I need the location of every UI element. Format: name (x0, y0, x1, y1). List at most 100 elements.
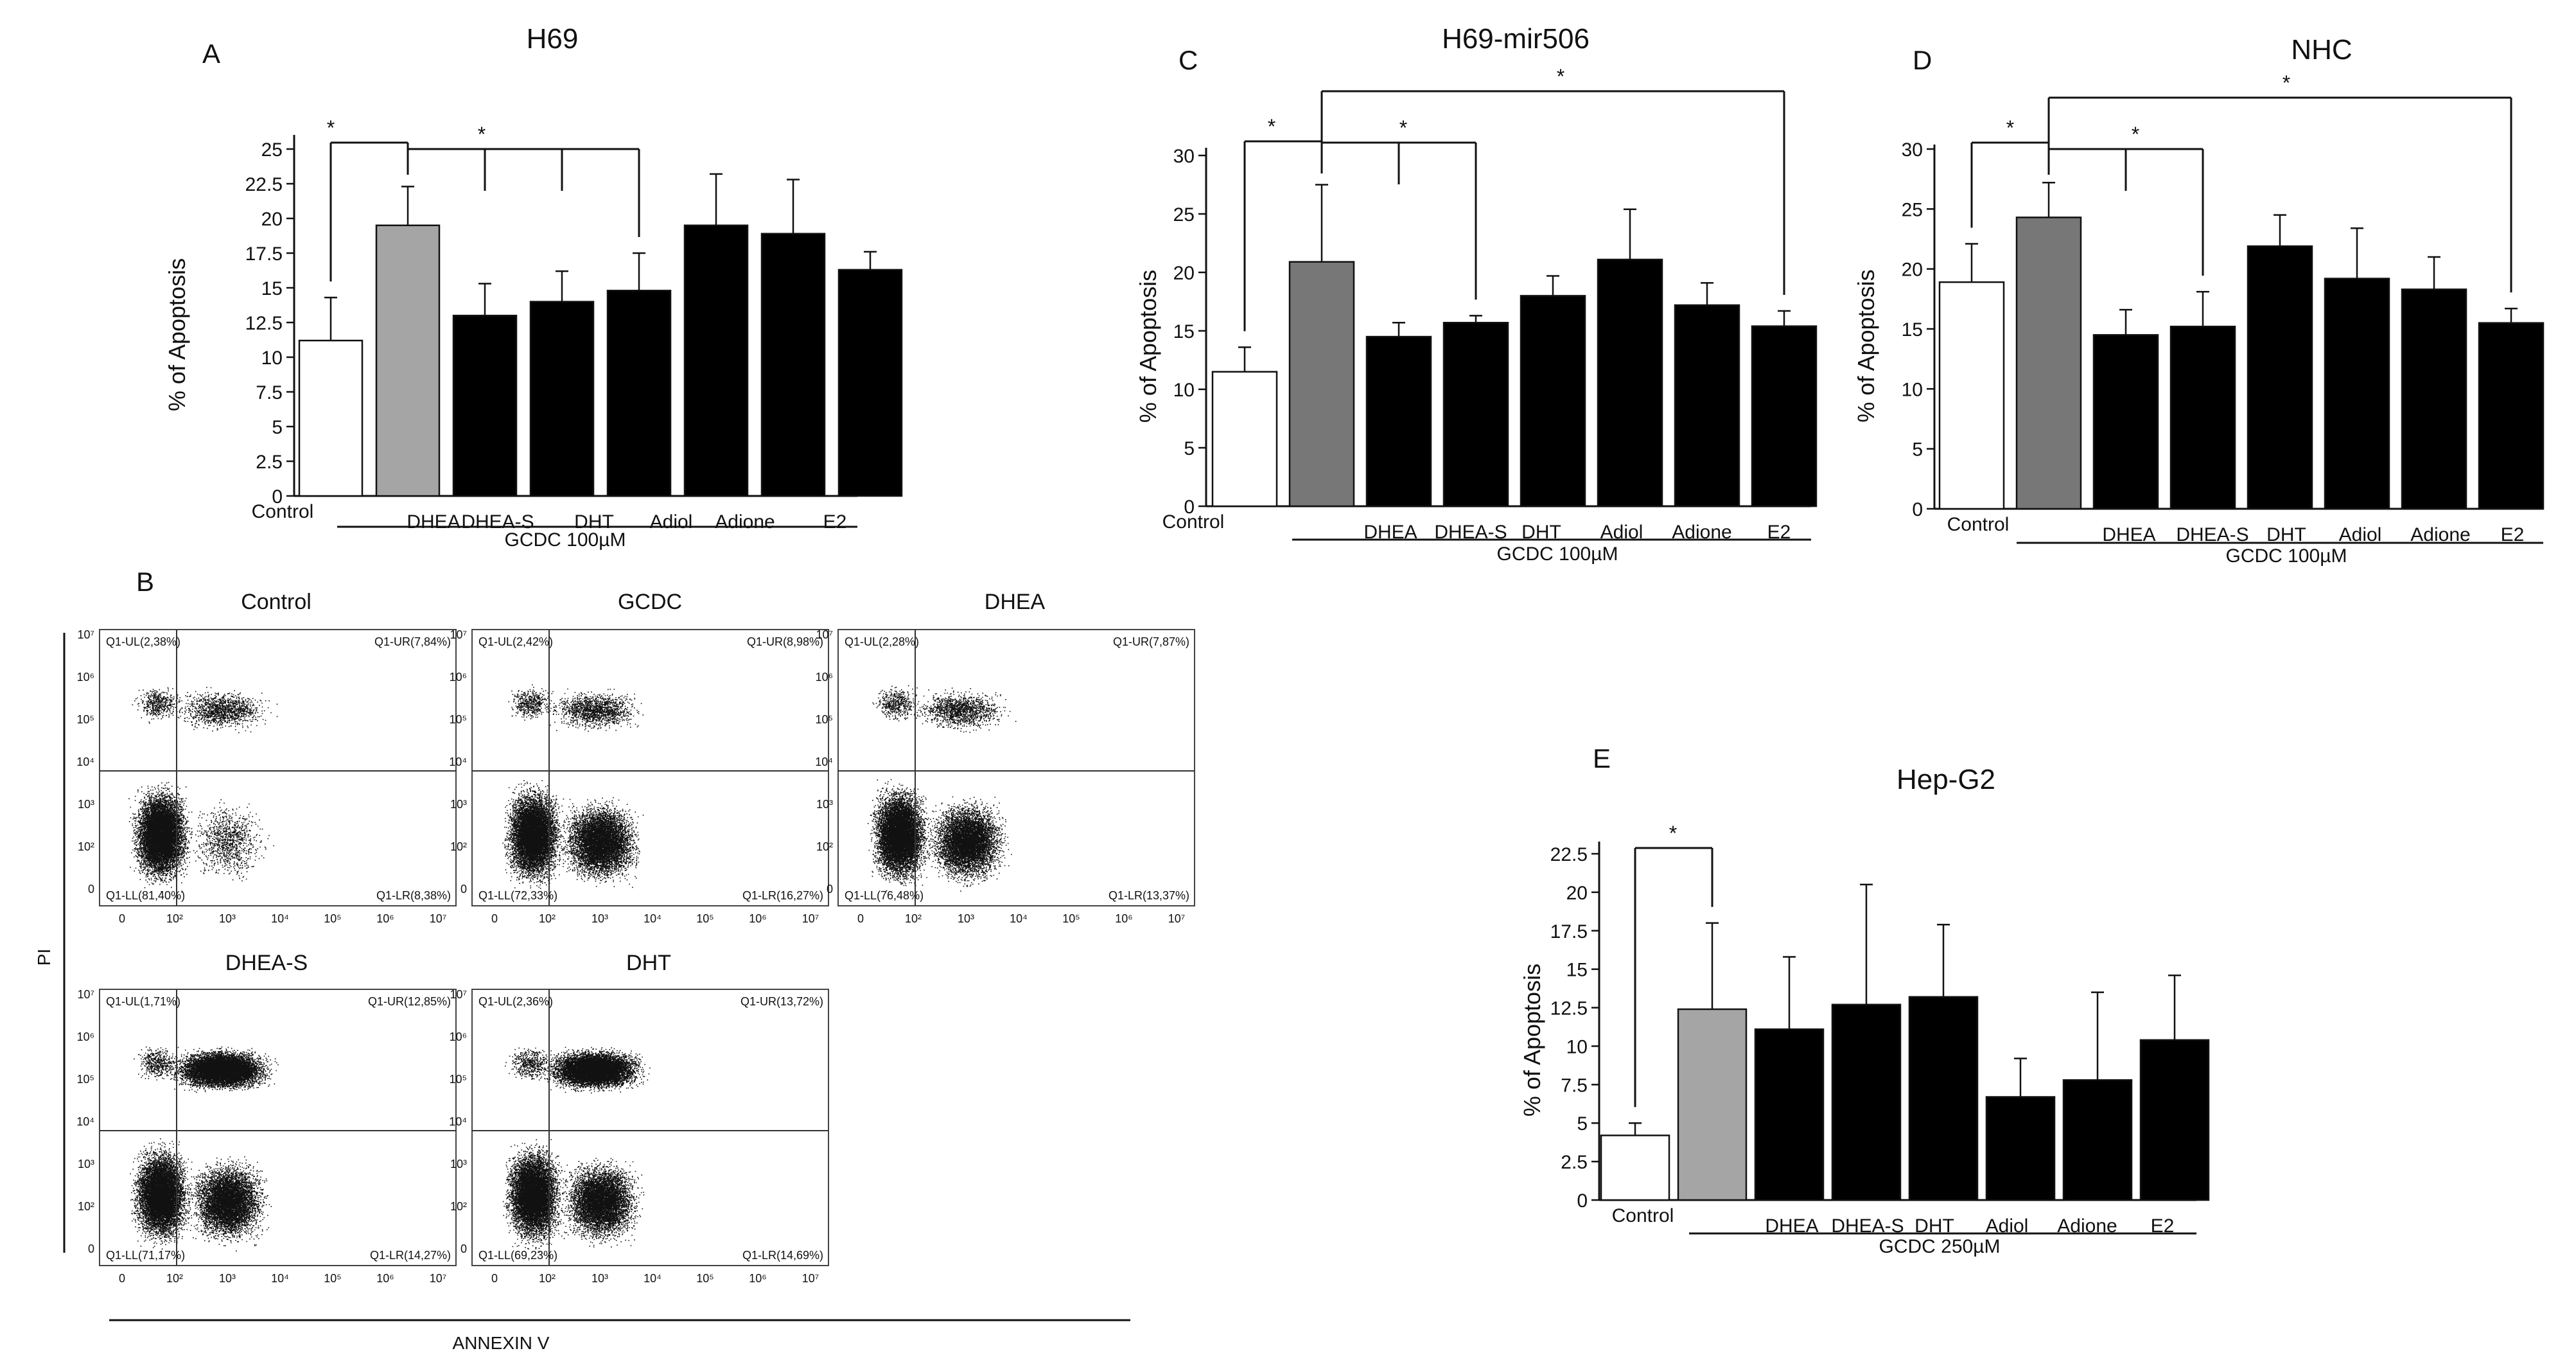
bar-e2 (2139, 1039, 2210, 1201)
treatment-label: GCDC 100µM (505, 529, 626, 551)
y-tick-label: 30 (1902, 139, 1923, 161)
x-log-tick-label: 10⁵ (324, 1272, 341, 1285)
x-log-tick-label: 10⁶ (749, 912, 766, 925)
dot-plot-title: DHEA-S (225, 951, 308, 975)
significance-star: * (2132, 123, 2139, 146)
x-log-tick-label: 10³ (958, 912, 974, 925)
x-log-tick-label: 0 (491, 1272, 498, 1285)
x-log-tick-label: 0 (119, 912, 125, 925)
panel-letter: D (1913, 45, 1932, 75)
bar-control (1211, 371, 1278, 508)
y-log-tick-label: 10² (450, 1200, 467, 1213)
bar-control (1600, 1135, 1670, 1201)
panel-letter: E (1593, 743, 1611, 773)
x-log-tick-label: 10⁴ (271, 1272, 289, 1285)
quadrant-ur-label: Q1-UR(7,84%) (374, 635, 451, 648)
bar-gcdc (375, 224, 441, 497)
quadrant-lr-label: Q1-LR(8,38%) (376, 889, 451, 902)
x-log-tick-label: 0 (119, 1272, 125, 1285)
dot-plot-dhea: DHEA Q1-UL(2,28%) Q1-UR(7,87%) Q1-LL(76,48%… (815, 590, 1195, 925)
y-log-tick-label: 10⁴ (76, 1115, 94, 1128)
bar-e2 (837, 269, 903, 497)
x-log-tick-label: 10⁵ (324, 912, 341, 925)
y-log-tick-label: 10² (816, 840, 833, 853)
significance-star: * (2282, 71, 2290, 94)
y-tick-label: 10 (1566, 1036, 1588, 1057)
y-log-tick-label: 10⁷ (77, 628, 94, 641)
dot-plot-dht: DHT Q1-UL(2,36%) Q1-UR(13,72%) Q1-LL(69,23%… (449, 951, 829, 1285)
x-log-tick-label: 0 (491, 912, 498, 925)
y-log-tick-label: 10² (78, 840, 94, 853)
y-tick-label: 30 (1173, 146, 1195, 167)
y-log-tick-label: 10² (450, 840, 467, 853)
x-log-tick-label: 10³ (591, 912, 608, 925)
quadrant-ur-label: Q1-UR(13,72%) (740, 995, 823, 1008)
bar-control (298, 339, 364, 497)
x-log-tick-label: 10⁴ (271, 912, 289, 925)
x-log-tick-label: 10⁶ (376, 912, 394, 925)
x-tick-label: Control (1947, 514, 2010, 535)
cell-events (502, 1046, 651, 1255)
quadrant-ul-label: Q1-UL(2,28%) (845, 635, 919, 648)
quadrant-ur-label: Q1-UR(7,87%) (1113, 635, 1189, 648)
dot-plot-gcdc: GCDC Q1-UL(2,42%) Q1-UR(8,98%) Q1-LL(72,33%… (449, 590, 829, 925)
y-tick-label: 22.5 (245, 174, 283, 195)
dot-plot-title: DHT (626, 951, 671, 975)
x-log-tick-label: 10² (539, 912, 556, 925)
flow-cytometry-panel-b: B PI ANNEXIN V Control Q1-UL(2,38%) Q1-UR(7,8… (34, 567, 1195, 1353)
y-log-tick-label: 10⁵ (77, 1073, 94, 1086)
x-log-tick-label: 10⁴ (644, 912, 662, 925)
bar-gcdc (1677, 1008, 1748, 1201)
y-tick-label: 5 (272, 417, 283, 438)
panel-letter: C (1178, 45, 1198, 75)
quadrant-ul-label: Q1-UL(1,71%) (106, 995, 180, 1008)
quadrant-ul-label: Q1-UL(2,36%) (478, 995, 553, 1008)
y-tick-label: 0 (1912, 499, 1923, 520)
significance-star: * (1557, 65, 1564, 88)
y-tick-label: 12.5 (1550, 998, 1588, 1020)
cell-events (867, 685, 1017, 892)
bar-gcdc (1288, 261, 1355, 508)
bar-e2 (2478, 322, 2545, 510)
x-tick-label: Control (1162, 511, 1225, 533)
x-tick-label: Adiol (650, 511, 693, 533)
dot-plot-dhea-s: DHEA-S Q1-UL(1,71%) Q1-UR(12,85%) Q1-LL(71,… (76, 951, 457, 1285)
y-log-tick-label: 10⁶ (816, 671, 833, 684)
bar-adiol (1985, 1096, 2056, 1201)
bar-dhea-s (1442, 322, 1509, 508)
bar-dhea-s (2169, 326, 2236, 510)
significance-star: * (1399, 116, 1407, 139)
quadrant-lr-label: Q1-LR(14,27%) (370, 1249, 451, 1262)
y-tick-label: 17.5 (245, 243, 283, 265)
treatment-label: GCDC 100µM (1497, 543, 1618, 565)
y-tick-label: 2.5 (256, 452, 283, 473)
quadrant-ll-label: Q1-LL(72,33%) (478, 889, 557, 902)
y-log-tick-label: 10⁴ (815, 755, 833, 768)
y-axis-label: % of Apoptosis (164, 258, 190, 411)
quadrant-ur-label: Q1-UR(12,85%) (368, 995, 451, 1008)
cell-events (130, 1046, 279, 1252)
x-log-tick-label: 10² (166, 912, 183, 925)
y-log-tick-label: 0 (827, 883, 833, 896)
x-log-tick-label: 10² (905, 912, 922, 925)
y-log-tick-label: 10⁶ (77, 671, 94, 684)
y-log-tick-label: 10⁵ (816, 713, 833, 726)
y-axis-label: % of Apoptosis (1135, 270, 1161, 423)
bar-dht (2247, 245, 2313, 510)
bar-adione (1674, 304, 1740, 508)
chart-title: H69-mir506 (1442, 23, 1590, 55)
quadrant-lr-label: Q1-LR(13,37%) (1108, 889, 1189, 902)
y-axis-label: % of Apoptosis (1853, 269, 1879, 422)
x-log-tick-label: 10³ (591, 1272, 608, 1285)
y-log-tick-label: 10² (78, 1200, 94, 1213)
quadrant-lr-label: Q1-LR(14,69%) (742, 1249, 823, 1262)
x-tick-label: E2 (823, 511, 847, 533)
x-log-tick-label: 10⁷ (430, 1272, 447, 1285)
y-log-tick-label: 10⁵ (77, 713, 94, 726)
x-log-tick-label: 10⁶ (749, 1272, 766, 1285)
y-log-tick-label: 0 (88, 1242, 94, 1255)
dot-plot-control: Control Q1-UL(2,38%) Q1-UR(7,84%) Q1-LL(81,… (76, 590, 457, 925)
y-tick-label: 5 (1184, 438, 1195, 459)
y-log-tick-label: 10⁷ (450, 988, 467, 1001)
y-tick-label: 20 (261, 209, 283, 230)
